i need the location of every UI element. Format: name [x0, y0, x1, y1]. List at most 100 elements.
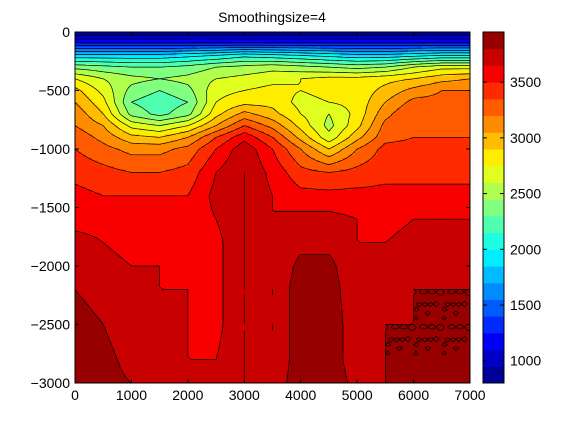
- contour-cell: [224, 61, 228, 65]
- contour-cell: [348, 81, 353, 86]
- contour-cell: [455, 90, 460, 95]
- contour-cell: [244, 119, 248, 124]
- contour-cell: [142, 55, 147, 59]
- contour-cell: [139, 84, 144, 89]
- contour-cell: [218, 116, 223, 121]
- contour-cell: [255, 93, 259, 97]
- contour-cell: [131, 125, 135, 130]
- contour-cell: [292, 49, 296, 54]
- contour-cell: [303, 102, 307, 106]
- contour-cell: [286, 78, 291, 83]
- contour-cell: [461, 49, 465, 54]
- contour-cell: [128, 84, 133, 89]
- contour-cell: [224, 81, 228, 86]
- contour-cell: [447, 102, 451, 106]
- contour-cell: [419, 34, 423, 39]
- contour-cell: [106, 78, 110, 83]
- contour-cell: [280, 99, 285, 103]
- contour-cell: [75, 34, 79, 39]
- contour-cell: [173, 64, 178, 68]
- contour-cell: [289, 125, 293, 130]
- contour-cell: [348, 64, 353, 68]
- contour-cell: [247, 58, 251, 62]
- contour-cell: [430, 52, 434, 56]
- contour-cell: [382, 67, 386, 71]
- contour-cell: [221, 125, 226, 130]
- contour-cell: [207, 105, 212, 109]
- contour-cell: [244, 32, 248, 36]
- contour-cell: [221, 72, 226, 77]
- contour-cell: [258, 61, 262, 65]
- contour-cell: [170, 32, 175, 36]
- contour-cell: [224, 78, 228, 83]
- contour-cell: [173, 119, 178, 124]
- contour-cell: [162, 32, 166, 36]
- contour-cell: [345, 61, 350, 65]
- contour-cell: [275, 52, 279, 56]
- contour-cell: [376, 81, 381, 86]
- contour-cell: [154, 122, 158, 127]
- contour-cell: [103, 72, 107, 77]
- contour-cell: [422, 34, 426, 39]
- contour-cell: [447, 49, 451, 54]
- contour-cell: [151, 37, 155, 42]
- contour-cell: [165, 96, 169, 100]
- contour-cell: [238, 46, 243, 51]
- contour-cell: [190, 96, 195, 100]
- contour-cell: [230, 64, 234, 68]
- contour-cell: [170, 75, 175, 80]
- contour-cell: [165, 105, 169, 109]
- contour-cell: [297, 61, 302, 65]
- contour-cell: [326, 49, 330, 54]
- contour-cell: [142, 90, 147, 95]
- contour-cell: [216, 72, 220, 77]
- contour-cell: [213, 90, 217, 95]
- contour-cell: [348, 70, 353, 74]
- contour-cell: [131, 72, 135, 77]
- contour-cell: [190, 55, 195, 59]
- contour-cell: [128, 34, 133, 39]
- contour-cell: [365, 61, 370, 65]
- contour-cell: [139, 110, 144, 115]
- contour-cell: [413, 52, 417, 56]
- contour-cell: [114, 64, 118, 68]
- contour-cell: [337, 90, 341, 95]
- contour-cell: [461, 32, 465, 36]
- contour-cell: [407, 52, 412, 56]
- contour-cell: [91, 72, 96, 77]
- contour-cell: [371, 61, 375, 65]
- contour-cell: [447, 34, 451, 39]
- contour-cell: [393, 32, 398, 36]
- contour-cell: [224, 122, 228, 127]
- contour-cell: [309, 87, 313, 92]
- contour-cell: [97, 125, 101, 130]
- contour-cell: [230, 34, 234, 39]
- contour-cell: [340, 87, 344, 92]
- contour-cell: [326, 122, 330, 127]
- contour-cell: [139, 64, 144, 68]
- contour-cell: [77, 108, 82, 112]
- contour-cell: [283, 34, 288, 39]
- contour-cell: [323, 108, 327, 112]
- contour-cell: [252, 72, 257, 77]
- contour-cell: [334, 125, 338, 130]
- contour-cell: [261, 49, 265, 54]
- contour-cell: [100, 37, 104, 42]
- contour-cell: [193, 81, 197, 86]
- contour-cell: [210, 75, 214, 80]
- contour-cell: [241, 128, 245, 133]
- contour-cell: [218, 67, 223, 71]
- contour-cell: [427, 116, 432, 121]
- contour-cell: [179, 96, 183, 100]
- contour-cell: [179, 128, 183, 133]
- contour-cell: [351, 125, 355, 130]
- contour-cell: [77, 122, 82, 127]
- contour-cell: [340, 81, 344, 86]
- contour-cell: [125, 58, 130, 62]
- contour-cell: [266, 122, 271, 127]
- contour-cell: [388, 37, 392, 42]
- contour-cell: [297, 52, 302, 56]
- contour-cell: [461, 72, 465, 77]
- contour-cell: [405, 78, 409, 83]
- contour-cell: [77, 75, 82, 80]
